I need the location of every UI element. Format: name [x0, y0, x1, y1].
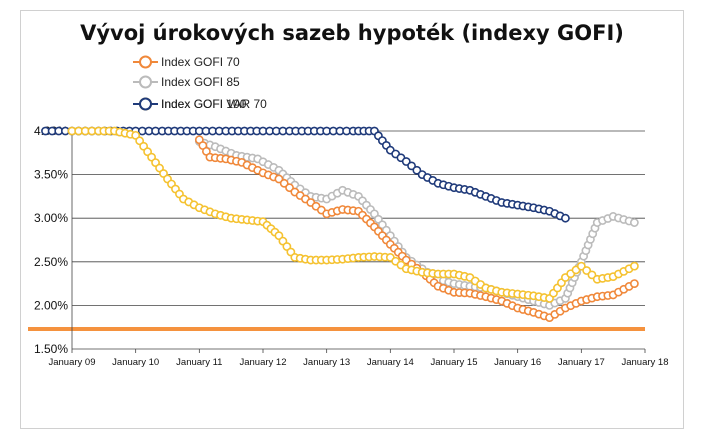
y-tick-label: 3.50% [34, 168, 68, 182]
x-tick-label: January 10 [112, 357, 159, 368]
legend-label: Index GOFI VAR 70 [161, 97, 267, 111]
x-tick-label: January 09 [48, 357, 95, 368]
legend-swatch-marker [139, 55, 152, 69]
x-tick-label: January 15 [430, 357, 477, 368]
x-tick-label: January 17 [558, 357, 605, 368]
data-point [629, 261, 639, 271]
y-tick-label: 2.50% [34, 255, 68, 269]
legend-swatch-marker [139, 75, 152, 89]
x-tick-label: January 14 [367, 357, 414, 368]
series-2 [67, 126, 639, 303]
series-3 [41, 126, 570, 223]
x-tick-label: January 13 [303, 357, 350, 368]
chart-title: Vývoj úrokových sazeb hypoték (indexy GO… [80, 21, 624, 45]
x-tick-label: January 18 [621, 357, 668, 368]
legend-label: Index GOFI 100 [161, 97, 247, 111]
legend-label: Index GOFI 70 [161, 55, 240, 69]
axes: 4.00%3.50%3.00%2.50%2.00%1.50%January 09… [34, 124, 669, 368]
x-tick-label: January 16 [494, 357, 541, 368]
x-tick-label: January 11 [176, 357, 222, 368]
y-tick-label: 2.00% [34, 298, 68, 312]
y-tick-label: 1.50% [34, 342, 68, 356]
chart-frame [20, 10, 684, 429]
data-point [629, 279, 639, 288]
series-group [41, 126, 639, 323]
data-point [629, 218, 639, 227]
legend: Index GOFI 70 Index GOFI 85 Index GOFI 100… [133, 55, 267, 111]
legend-label: Index GOFI 85 [161, 75, 240, 89]
legend-swatch-marker [139, 97, 152, 111]
data-point [561, 213, 570, 223]
x-tick-label: January 12 [239, 357, 286, 368]
y-tick-label: 3.00% [34, 211, 68, 225]
